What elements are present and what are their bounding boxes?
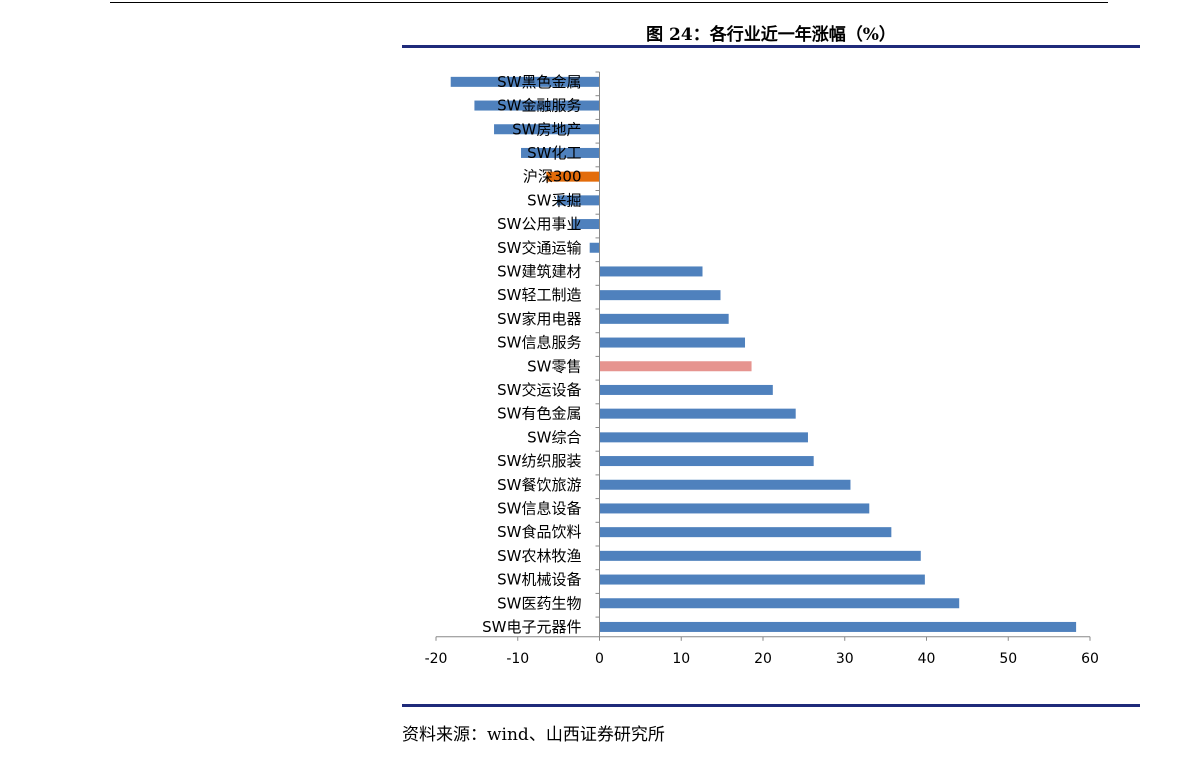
category-label: SW轻工制造 bbox=[497, 286, 581, 304]
x-tick-label: 40 bbox=[918, 651, 936, 667]
category-label: SW房地产 bbox=[512, 120, 581, 138]
category-label: SW有色金属 bbox=[497, 405, 581, 423]
bar-8 bbox=[589, 242, 600, 253]
bottom-rule bbox=[402, 704, 1140, 707]
category-label: SW金融服务 bbox=[497, 97, 581, 115]
category-label: SW餐饮旅游 bbox=[497, 476, 581, 494]
category-label: SW建筑建材 bbox=[497, 262, 581, 280]
category-label: SW交通运输 bbox=[497, 239, 581, 257]
bar-20 bbox=[599, 527, 892, 538]
category-label: SW综合 bbox=[527, 428, 581, 446]
category-label: SW公用事业 bbox=[497, 215, 581, 233]
x-tick-label: -10 bbox=[506, 651, 529, 667]
source-note: 资料来源：wind、山西证券研究所 bbox=[402, 725, 665, 745]
bar-15 bbox=[599, 408, 796, 419]
bar-7 bbox=[572, 219, 600, 230]
bar-4 bbox=[521, 147, 600, 158]
bar-13 bbox=[599, 361, 752, 372]
x-tick-label: 50 bbox=[999, 651, 1017, 667]
category-label: SW采掘 bbox=[527, 191, 581, 209]
bar-5 bbox=[546, 171, 600, 182]
bar-9 bbox=[599, 266, 703, 277]
category-label: SW农林牧渔 bbox=[497, 547, 581, 565]
bar-21 bbox=[599, 550, 921, 561]
bar-6 bbox=[556, 195, 600, 206]
bar-12 bbox=[599, 337, 746, 348]
bar-18 bbox=[599, 479, 851, 490]
bar-11 bbox=[599, 313, 729, 324]
category-label: SW纺织服装 bbox=[497, 452, 581, 470]
bar-10 bbox=[599, 290, 721, 301]
category-label: SW医药生物 bbox=[497, 594, 581, 612]
x-tick-label: 60 bbox=[1081, 651, 1099, 667]
bar-17 bbox=[599, 456, 814, 467]
x-tick-label: -20 bbox=[425, 651, 448, 667]
category-label: SW食品饮料 bbox=[497, 523, 581, 541]
axes-group bbox=[435, 71, 1091, 641]
title-rule bbox=[402, 45, 1140, 48]
x-tick-label: 30 bbox=[836, 651, 854, 667]
bar-16 bbox=[599, 432, 808, 443]
category-label: SW交运设备 bbox=[497, 381, 581, 399]
category-label: SW机械设备 bbox=[497, 571, 581, 589]
category-label: 沪深300 bbox=[523, 168, 582, 186]
bar-23 bbox=[599, 598, 960, 609]
top-rule bbox=[110, 2, 1108, 3]
bars-group bbox=[450, 76, 1077, 632]
tick-labels-group: -20 -10 0 10 20 30 40 50 60 bbox=[425, 651, 1099, 667]
x-tick-label: 0 bbox=[595, 651, 604, 667]
bar-19 bbox=[599, 503, 870, 514]
category-label: SW家用电器 bbox=[497, 310, 581, 328]
category-label: SW零售 bbox=[527, 357, 581, 375]
bar-3 bbox=[494, 124, 600, 135]
figure-title: 图 24：各行业近一年涨幅（%） bbox=[646, 25, 896, 45]
x-tick-label: 10 bbox=[672, 651, 690, 667]
category-label: SW信息服务 bbox=[497, 334, 581, 352]
bar-24 bbox=[599, 621, 1077, 632]
category-label: SW化工 bbox=[527, 144, 581, 162]
category-label: SW电子元器件 bbox=[482, 618, 581, 636]
bar-14 bbox=[599, 384, 773, 395]
bar-2 bbox=[474, 100, 600, 111]
category-label: SW信息设备 bbox=[497, 499, 581, 517]
bar-1 bbox=[450, 76, 600, 87]
x-tick-label: 20 bbox=[754, 651, 772, 667]
category-label: SW黑色金属 bbox=[497, 73, 581, 91]
bar-22 bbox=[599, 574, 925, 585]
